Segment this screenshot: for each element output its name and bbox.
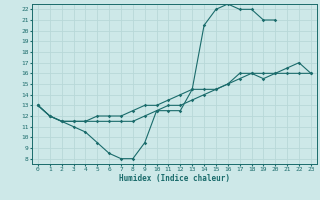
X-axis label: Humidex (Indice chaleur): Humidex (Indice chaleur) (119, 174, 230, 183)
